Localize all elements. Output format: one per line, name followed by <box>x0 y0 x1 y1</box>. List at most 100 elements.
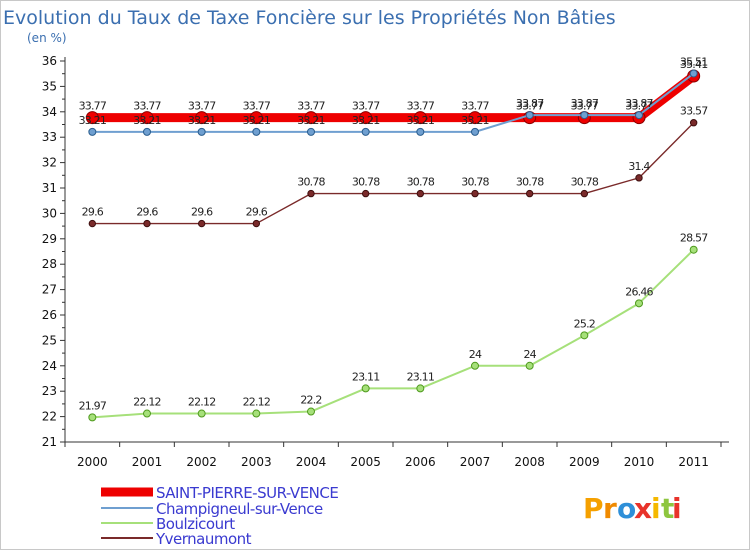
x-tick-label: 2011 <box>678 455 709 469</box>
y-tick-label: 29 <box>42 232 57 246</box>
data-point <box>88 413 97 422</box>
data-point <box>413 111 427 125</box>
data-point <box>635 111 643 120</box>
data-point <box>197 409 206 418</box>
data-point <box>416 189 425 198</box>
axes: 21 22 23 24 25 26 27 28 29 30 31 32 33 34 35 36 2000 2001… <box>42 54 729 469</box>
data-point <box>252 219 261 228</box>
data-point <box>252 409 261 418</box>
data-point <box>143 219 151 228</box>
data-point <box>525 361 534 370</box>
series-line <box>92 249 695 419</box>
y-tick-label: 28 <box>42 257 57 271</box>
series-yvernaumont: 29.6 29.6 29.6 29.6 30.78 30.78 30.78 30.78 30.7… <box>82 105 709 228</box>
y-tick-label: 25 <box>42 333 57 347</box>
data-point <box>689 69 698 78</box>
legend: SAINT-PIERRE-SUR-VENCEChampigneul-sur-Ve… <box>101 484 339 548</box>
series-line <box>92 72 695 133</box>
logo-letter: o <box>617 492 636 525</box>
y-tick-label: 33 <box>42 130 57 144</box>
data-label: 33.21 <box>243 114 271 127</box>
legend-label: Yvernaumont <box>155 530 252 548</box>
data-point <box>468 111 482 125</box>
x-tick-label: 2007 <box>460 455 491 469</box>
data-point <box>471 127 479 136</box>
data-label: 24 <box>469 348 482 361</box>
data-point <box>580 189 589 198</box>
x-tick-label: 2009 <box>569 455 600 469</box>
data-label: 22.12 <box>188 396 216 409</box>
x-tick-label: 2002 <box>186 455 217 469</box>
data-label: 30.78 <box>297 176 325 189</box>
x-tick-label: 2005 <box>350 455 381 469</box>
series-layer: 29.6 29.6 29.6 29.6 30.78 30.78 30.78 30.78 30.7… <box>79 55 709 422</box>
data-label: 28.57 <box>680 232 708 245</box>
data-label: 35.51 <box>680 55 708 68</box>
logo-letter: t <box>661 492 674 525</box>
x-tick-label: 2001 <box>132 455 163 469</box>
data-point <box>143 409 151 418</box>
data-point <box>580 111 589 120</box>
logo-letter: P <box>583 492 604 525</box>
data-label: 33.57 <box>680 105 708 118</box>
data-point <box>304 111 318 125</box>
data-label: 24 <box>523 348 536 361</box>
data-point <box>307 127 315 136</box>
data-label: 33.21 <box>79 114 107 127</box>
data-label: 33.77 <box>297 100 325 113</box>
data-label: 26.46 <box>625 285 653 298</box>
data-label: 33.77 <box>188 100 216 113</box>
x-tick-label: 2003 <box>241 455 272 469</box>
data-point <box>635 299 643 308</box>
data-label: 25.2 <box>574 317 595 330</box>
data-point <box>143 127 151 136</box>
data-point <box>307 189 315 198</box>
data-label: 33.21 <box>407 114 435 127</box>
data-label: 33.21 <box>188 114 216 127</box>
data-label: 30.78 <box>516 176 544 189</box>
data-point <box>85 111 99 125</box>
data-point <box>359 111 373 125</box>
series-champigneul-sur-vence: 33.21 33.21 33.21 33.21 33.21 33.21 33.21 33.21… <box>79 55 708 136</box>
x-tick-label: 2004 <box>296 455 327 469</box>
data-label: 30.78 <box>461 176 489 189</box>
y-tick-label: 35 <box>42 79 57 93</box>
series-line <box>92 122 695 225</box>
data-point <box>307 407 315 416</box>
data-label: 29.6 <box>136 206 158 219</box>
data-point <box>361 127 370 136</box>
y-tick-label: 22 <box>42 410 57 424</box>
data-point <box>471 189 479 198</box>
y-tick-label: 30 <box>42 206 57 220</box>
data-label: 33.21 <box>297 114 325 127</box>
y-axis-unit: (en %) <box>27 31 67 45</box>
data-point <box>471 361 479 370</box>
legend-label: SAINT-PIERRE-SUR-VENCE <box>156 484 338 502</box>
data-point <box>689 245 698 254</box>
legend-label: Champigneul-sur-Vence <box>156 500 323 518</box>
x-tick-label: 2010 <box>624 455 655 469</box>
data-label: 33.87 <box>516 97 544 110</box>
data-label: 33.77 <box>243 100 271 113</box>
data-label: 30.78 <box>352 176 380 189</box>
y-tick-label: 34 <box>42 105 57 119</box>
y-tick-label: 32 <box>42 156 57 170</box>
data-label: 33.77 <box>133 100 161 113</box>
data-point <box>635 174 643 182</box>
data-point <box>689 119 698 127</box>
data-point <box>197 127 206 136</box>
data-label: 33.77 <box>407 100 435 113</box>
data-label: 33.87 <box>571 97 599 110</box>
data-label: 30.78 <box>571 176 599 189</box>
data-point <box>416 127 425 136</box>
data-point <box>361 384 370 393</box>
data-label: 33.77 <box>461 100 489 113</box>
series-boulzicourt: 21.97 22.12 22.12 22.12 22.2 23.11 23.11 24 24 25… <box>79 232 709 422</box>
data-label: 33.21 <box>352 114 380 127</box>
data-point <box>195 111 209 125</box>
data-point <box>249 111 263 125</box>
x-tick-label: 2008 <box>514 455 545 469</box>
